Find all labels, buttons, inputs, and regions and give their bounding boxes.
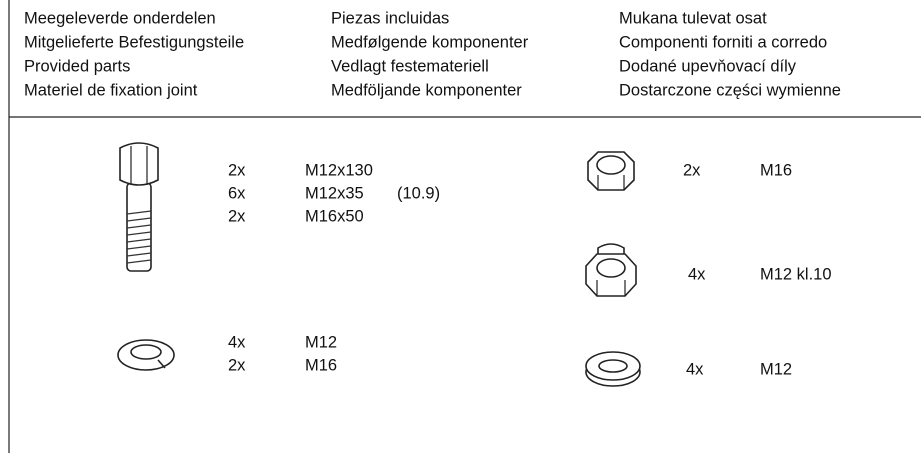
header-text: Mukana tulevat osat	[619, 9, 767, 27]
bolt-icon	[119, 142, 159, 272]
washer-icon	[585, 351, 641, 387]
header-text: Dostarczone części wymienne	[619, 81, 841, 99]
part-note: (10.9)	[397, 184, 440, 202]
part-spec: M12x130	[305, 161, 373, 179]
part-spec: M12	[760, 360, 792, 378]
header-text: Vedlagt festemateriell	[331, 57, 489, 75]
header-text: Piezas incluidas	[331, 9, 449, 27]
header-text: Meegeleverde onderdelen	[24, 9, 216, 27]
quantity: 6x	[228, 184, 246, 202]
quantity: 2x	[228, 356, 246, 374]
header-text: Medfølgende komponenter	[331, 33, 529, 51]
lock-nut-icon	[585, 243, 637, 297]
header-text: Mitgelieferte Befestigungsteile	[24, 33, 244, 51]
quantity: 4x	[686, 360, 704, 378]
part-spec: M16x50	[305, 207, 364, 225]
part-spec: M12 kl.10	[760, 265, 832, 283]
quantity: 2x	[228, 207, 246, 225]
header-text: Dodané upevňovací díly	[619, 57, 797, 75]
part-spec: M16	[305, 356, 337, 374]
part-spec: M12	[305, 333, 337, 351]
header-text: Componenti forniti a corredo	[619, 33, 827, 51]
header-text: Provided parts	[24, 57, 130, 75]
quantity: 2x	[683, 161, 701, 179]
text-layer: Meegeleverde onderdelen Mitgelieferte Bef…	[24, 9, 841, 378]
header-text: Medföljande komponenter	[331, 81, 522, 99]
quantity: 4x	[228, 333, 246, 351]
header-text: Materiel de fixation joint	[24, 81, 198, 99]
part-spec: M16	[760, 161, 792, 179]
part-spec: M12x35	[305, 184, 364, 202]
nut-icon	[587, 151, 635, 191]
quantity: 4x	[688, 265, 706, 283]
quantity: 2x	[228, 161, 246, 179]
spring-washer-icon	[117, 339, 175, 371]
